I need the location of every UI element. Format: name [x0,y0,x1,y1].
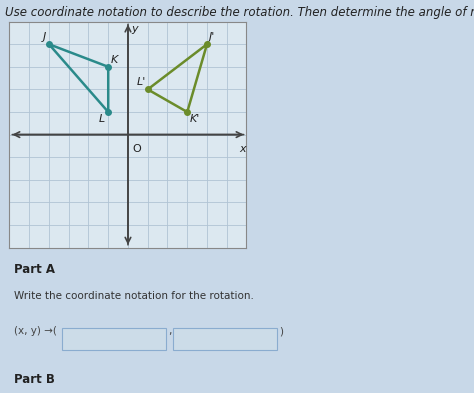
Text: ,: , [168,326,172,336]
Text: Part A: Part A [14,263,55,276]
Text: Write the coordinate notation for the rotation.: Write the coordinate notation for the ro… [14,291,254,301]
Text: J': J' [209,32,215,42]
Text: Part B: Part B [14,373,55,386]
Text: K': K' [190,114,201,124]
Text: (x, y) →(: (x, y) →( [14,326,57,336]
Text: K: K [110,55,118,64]
Text: O: O [132,143,141,154]
Text: Use coordinate notation to describe the rotation. Then determine the angle of ro: Use coordinate notation to describe the … [5,6,474,19]
Text: L': L' [137,77,146,87]
Text: L: L [99,114,105,124]
Text: y: y [132,24,138,34]
Text: J: J [43,32,46,42]
Text: x: x [239,143,246,154]
Text: ): ) [280,326,283,336]
